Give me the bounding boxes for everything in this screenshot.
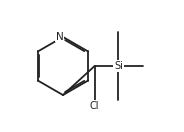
Text: Si: Si bbox=[114, 61, 123, 71]
Text: N: N bbox=[56, 32, 63, 42]
Text: Cl: Cl bbox=[90, 101, 99, 111]
